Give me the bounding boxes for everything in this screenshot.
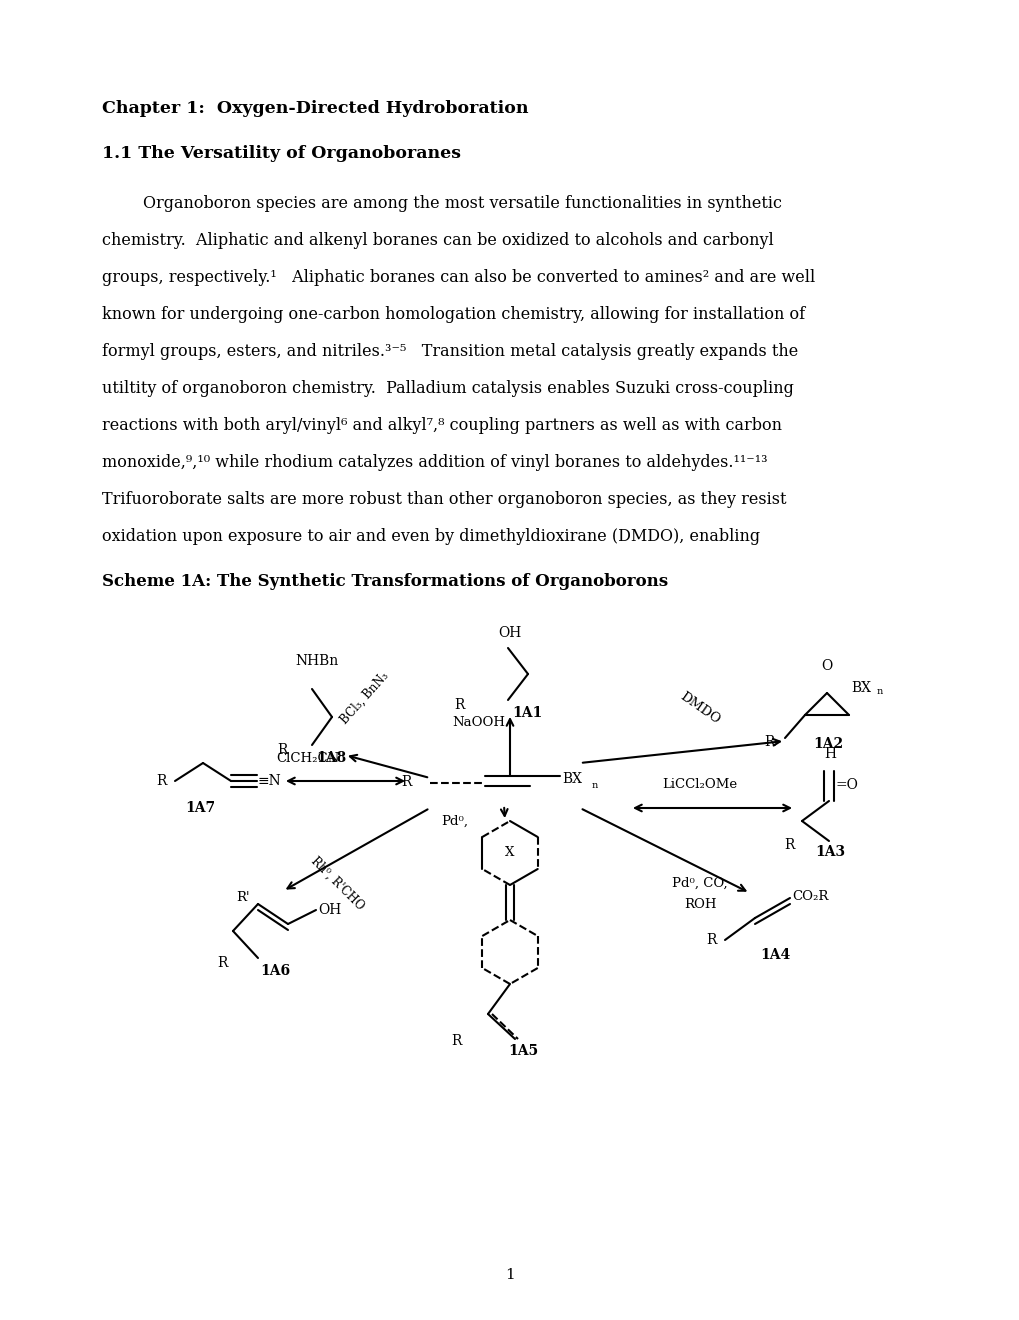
Text: R: R (277, 743, 287, 756)
Text: 1A1: 1A1 (512, 706, 542, 719)
Text: known for undergoing one-carbon homologation chemistry, allowing for installatio: known for undergoing one-carbon homologa… (102, 306, 804, 323)
Text: ClCH₂CN: ClCH₂CN (276, 752, 339, 766)
Text: NaOOH: NaOOH (451, 717, 504, 730)
Text: LiCCl₂OMe: LiCCl₂OMe (661, 777, 737, 791)
Text: BX: BX (561, 772, 582, 785)
Text: oxidation upon exposure to air and even by dimethyldioxirane (DMDO), enabling: oxidation upon exposure to air and even … (102, 528, 759, 545)
Text: R: R (157, 774, 167, 788)
Text: OH: OH (498, 626, 521, 640)
Text: R: R (401, 775, 412, 789)
Text: R: R (454, 698, 465, 711)
Text: 1A7: 1A7 (184, 801, 215, 814)
Text: 1A6: 1A6 (260, 964, 289, 978)
Text: O: O (820, 659, 832, 673)
Text: 1A8: 1A8 (316, 751, 345, 766)
Text: X: X (504, 846, 515, 859)
Text: ROH: ROH (683, 899, 715, 912)
Text: NHBn: NHBn (294, 653, 338, 668)
Text: 1A4: 1A4 (759, 948, 790, 962)
Text: formyl groups, esters, and nitriles.³⁻⁵   Transition metal catalysis greatly exp: formyl groups, esters, and nitriles.³⁻⁵ … (102, 343, 798, 360)
Text: utiltity of organoboron chemistry.  Palladium catalysis enables Suzuki cross-cou: utiltity of organoboron chemistry. Palla… (102, 380, 793, 397)
Text: R: R (764, 735, 774, 748)
Text: Scheme 1A: The Synthetic Transformations of Organoborons: Scheme 1A: The Synthetic Transformations… (102, 573, 667, 590)
Text: H: H (823, 747, 836, 762)
Text: 1A3: 1A3 (814, 845, 845, 859)
Text: Organoboron species are among the most versatile functionalities in synthetic: Organoboron species are among the most v… (102, 195, 782, 213)
Text: n: n (591, 780, 598, 789)
Text: ≡N: ≡N (258, 774, 281, 788)
Text: Trifuoroborate salts are more robust than other organoboron species, as they res: Trifuoroborate salts are more robust tha… (102, 491, 786, 508)
Text: Rh⁰, R'CHO: Rh⁰, R'CHO (309, 854, 367, 912)
Text: reactions with both aryl/vinyl⁶ and alkyl⁷,⁸ coupling partners as well as with c: reactions with both aryl/vinyl⁶ and alky… (102, 417, 782, 434)
Text: R: R (706, 933, 716, 946)
Text: monoxide,⁹,¹⁰ while rhodium catalyzes addition of vinyl boranes to aldehydes.¹¹⁻: monoxide,⁹,¹⁰ while rhodium catalyzes ad… (102, 454, 767, 471)
Text: Pd⁰,: Pd⁰, (441, 814, 468, 828)
Text: 1A2: 1A2 (812, 737, 843, 751)
Text: BCl₃, BnN₃: BCl₃, BnN₃ (338, 669, 391, 726)
Text: CO₂R: CO₂R (791, 890, 827, 903)
Text: R: R (217, 956, 228, 970)
Text: chemistry.  Aliphatic and alkenyl boranes can be oxidized to alcohols and carbon: chemistry. Aliphatic and alkenyl boranes… (102, 232, 773, 249)
Text: 1A5: 1A5 (507, 1044, 538, 1059)
Text: =O: =O (836, 777, 858, 792)
Text: groups, respectively.¹   Aliphatic boranes can also be converted to amines² and : groups, respectively.¹ Aliphatic boranes… (102, 269, 814, 286)
Text: OH: OH (318, 903, 341, 917)
Text: R: R (451, 1034, 462, 1048)
Text: R': R' (236, 891, 250, 904)
Text: BX: BX (850, 681, 870, 696)
Text: 1.1 The Versatility of Organoboranes: 1.1 The Versatility of Organoboranes (102, 145, 461, 162)
Text: R: R (784, 838, 794, 851)
Text: Chapter 1:  Oxygen-Directed Hydroboration: Chapter 1: Oxygen-Directed Hydroboration (102, 100, 528, 117)
Text: n: n (876, 686, 882, 696)
Text: 1: 1 (504, 1269, 515, 1282)
Text: Pd⁰, CO,: Pd⁰, CO, (672, 876, 728, 890)
Text: DMDO: DMDO (677, 689, 721, 726)
